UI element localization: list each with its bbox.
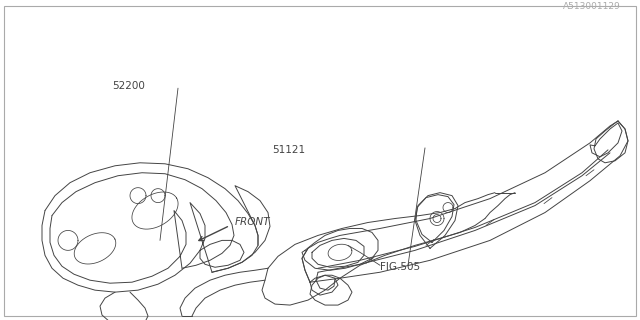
Text: 52200: 52200 (112, 81, 145, 91)
Text: FRONT: FRONT (235, 218, 271, 228)
Text: 51121: 51121 (272, 145, 305, 155)
Text: FIG.505: FIG.505 (380, 262, 420, 272)
Text: A513001129: A513001129 (563, 2, 621, 11)
